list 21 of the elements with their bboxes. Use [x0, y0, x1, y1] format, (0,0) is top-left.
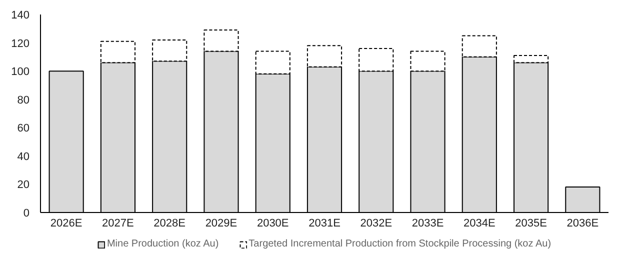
y-tick-label: 60 — [17, 122, 30, 135]
y-tick-label: 40 — [17, 150, 30, 163]
x-tick-label: 2029E — [205, 218, 238, 230]
y-tick-label: 140 — [11, 10, 30, 22]
x-tick-label: 2034E — [464, 218, 496, 230]
legend-label: Targeted Incremental Production from Stockpile Processing (koz Au) — [248, 238, 552, 250]
y-tick-label: 20 — [17, 179, 30, 192]
x-tick-label: 2027E — [102, 218, 134, 230]
x-tick-label: 2031E — [308, 218, 340, 230]
x-tick-label: 2030E — [256, 218, 289, 230]
x-tick-label: 2026E — [50, 218, 82, 230]
y-tick-label: 120 — [11, 38, 30, 50]
x-tick-label: 2033E — [412, 218, 444, 230]
x-tick-label: 2036E — [566, 218, 599, 230]
y-tick-label: 80 — [17, 94, 30, 106]
legend-label: Mine Production (koz Au) — [106, 238, 219, 250]
x-tick-label: 2032E — [360, 218, 392, 230]
x-tick-label: 2028E — [154, 218, 186, 230]
y-tick-label: 0 — [23, 208, 30, 220]
x-tick-label: 2035E — [515, 218, 547, 230]
y-tick-label: 100 — [11, 66, 30, 78]
